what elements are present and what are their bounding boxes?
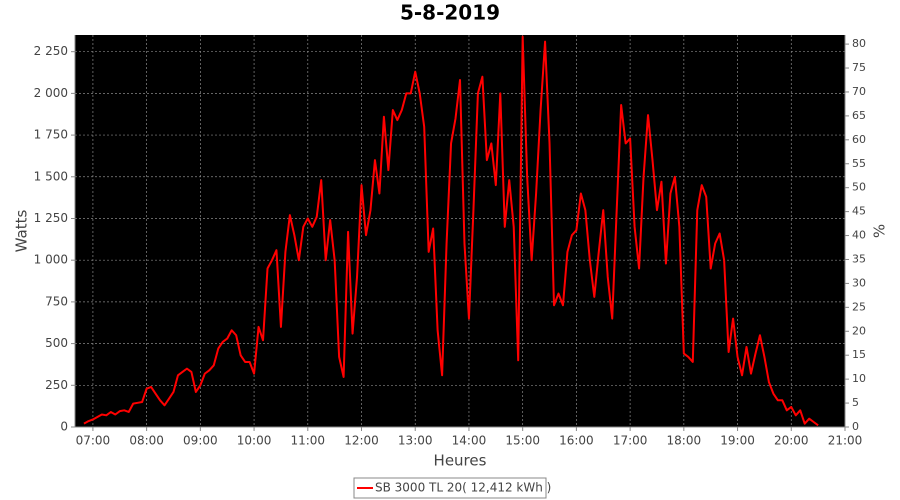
x-tick-label: 09:00 xyxy=(183,434,218,448)
y2-tick-label: 50 xyxy=(852,181,866,194)
y2-tick-label: 10 xyxy=(852,372,866,385)
y2-tick-label: 75 xyxy=(852,61,866,74)
x-tick-label: 07:00 xyxy=(76,434,111,448)
y2-tick-label: 15 xyxy=(852,348,866,361)
x-tick-label: 11:00 xyxy=(290,434,325,448)
y2-tick-label: 35 xyxy=(852,252,866,265)
y-tick-label: 2 250 xyxy=(34,44,68,58)
x-tick-label: 17:00 xyxy=(613,434,648,448)
y-tick-label: 0 xyxy=(60,420,68,434)
chart-title: 5-8-2019 xyxy=(400,1,500,25)
x-tick-label: 21:00 xyxy=(828,434,863,448)
x-tick-label: 12:00 xyxy=(344,434,379,448)
y-tick-label: 2 000 xyxy=(34,86,68,100)
y2-tick-label: 40 xyxy=(852,229,866,242)
legend-label: SB 3000 TL 20( 12,412 kWh ) xyxy=(375,481,551,495)
y2-tick-label: 65 xyxy=(852,109,866,122)
y2-tick-label: 55 xyxy=(852,157,866,170)
y-tick-label: 1 750 xyxy=(34,128,68,142)
y-tick-label: 1 250 xyxy=(34,211,68,225)
y-tick-label: 750 xyxy=(45,294,68,308)
legend xyxy=(353,477,547,499)
x-tick-label: 14:00 xyxy=(452,434,487,448)
x-axis-label: Heures xyxy=(434,452,487,470)
x-tick-label: 20:00 xyxy=(774,434,809,448)
y2-tick-label: 5 xyxy=(852,396,859,409)
y2-axis-label: % xyxy=(871,224,889,238)
y2-tick-label: 45 xyxy=(852,205,866,218)
y-tick-label: 250 xyxy=(45,378,68,392)
x-tick-label: 16:00 xyxy=(559,434,594,448)
y2-tick-label: 80 xyxy=(852,37,866,50)
y2-tick-label: 60 xyxy=(852,133,866,146)
x-tick-label: 18:00 xyxy=(667,434,702,448)
y2-tick-label: 25 xyxy=(852,300,866,313)
y-tick-label: 1 000 xyxy=(34,253,68,267)
y2-tick-label: 70 xyxy=(852,85,866,98)
x-tick-label: 08:00 xyxy=(129,434,164,448)
y-tick-label: 500 xyxy=(45,336,68,350)
x-tick-label: 19:00 xyxy=(720,434,755,448)
x-tick-label: 13:00 xyxy=(398,434,433,448)
y2-tick-label: 0 xyxy=(852,420,859,433)
y-axis-label: Watts xyxy=(13,210,31,253)
y2-tick-label: 30 xyxy=(852,276,866,289)
y-tick-label: 1 500 xyxy=(34,169,68,183)
series-line xyxy=(83,35,819,427)
x-tick-label: 15:00 xyxy=(505,434,540,448)
y2-tick-label: 20 xyxy=(852,324,866,337)
x-tick-label: 10:00 xyxy=(237,434,272,448)
